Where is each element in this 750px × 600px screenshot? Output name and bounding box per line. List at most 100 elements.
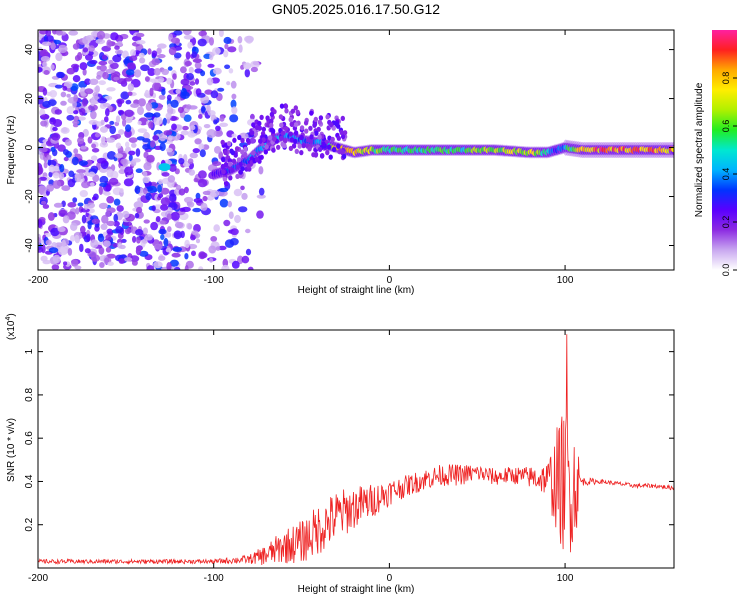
spectrogram-cell [289, 121, 295, 127]
spectrogram-cell [165, 112, 172, 120]
spectrogram-cell [171, 123, 177, 131]
snr-y-scale-suffix: ) [6, 313, 17, 316]
spectrogram-cell [185, 51, 191, 60]
spectrogram-cell [187, 201, 195, 208]
spectrogram-cell [188, 66, 194, 74]
spectrogram-cell [340, 115, 345, 121]
spectrogram-cell [162, 117, 167, 126]
spectrogram-cell [182, 125, 189, 131]
spectrogram-cell [218, 187, 229, 193]
spectrogram-cell [79, 62, 88, 71]
spectrogram-cell [189, 81, 196, 86]
spectrogram-cell [52, 126, 58, 132]
spectrogram-cell [115, 115, 121, 123]
spectrogram-cell [77, 202, 84, 207]
spectrogram-cell [74, 55, 81, 62]
spectrogram-cell [301, 143, 306, 149]
spectrogram-cell [336, 123, 341, 129]
spectrogram-cell [151, 205, 156, 212]
spectrogram-cell [101, 214, 109, 224]
spectrogram-cell [228, 175, 233, 181]
snr-y-scale-label: (x104) [5, 313, 17, 340]
spectrogram-cell [221, 156, 226, 163]
spectrogram-cell [213, 119, 218, 125]
spectrogram-cell [195, 88, 202, 96]
spectrogram-cell [210, 189, 220, 198]
spectrogram-cell [89, 182, 95, 187]
spectrogram-cell [161, 172, 170, 177]
snr-y-label: SNR (10 * v/v) [6, 418, 17, 482]
spectrogram-cell [96, 65, 101, 70]
spectrogram-cell [136, 32, 145, 38]
spectrogram-cell [80, 145, 87, 150]
spectrogram-cell [79, 190, 89, 198]
spectrogram-cell [159, 220, 167, 225]
spectrogram-cell [142, 176, 151, 184]
spectrogram-cell [135, 245, 143, 251]
spectrogram-cell [231, 133, 237, 139]
spectrogram-cell [47, 137, 52, 146]
spectrogram-cell [142, 187, 148, 195]
spectrogram-cell [167, 66, 173, 71]
spectrogram-cell [134, 69, 142, 78]
spectrogram-cell [74, 173, 82, 183]
svg-text:(x104): (x104) [5, 313, 17, 340]
spectrogram-cell [229, 114, 239, 123]
spectrogram-cell [77, 137, 85, 145]
spectrogram-cell [98, 60, 108, 66]
spectrogram-cell [244, 35, 254, 43]
spectrogram-cell [68, 30, 79, 36]
colorbar-ticks: 0.0 0.2 0.4 0.6 0.8 [721, 72, 737, 276]
spectrogram-cell [206, 77, 214, 86]
spectrogram-cell [238, 44, 243, 53]
spectrogram-cell [223, 50, 229, 58]
spectrogram-cell [325, 114, 330, 120]
spectrogram-cell [94, 132, 101, 138]
snr-x-tick-label: -200 [28, 573, 48, 584]
spectrogram-cell [206, 104, 211, 114]
spectrogram-cell [70, 222, 78, 231]
spectrogram-cell [276, 144, 281, 150]
spectrogram-cell [117, 40, 123, 47]
spectrogram-cell [158, 94, 166, 100]
spectrogram-cell [267, 135, 273, 141]
spectrogram-cell [80, 208, 90, 213]
spectrogram-cell [72, 100, 77, 109]
spectrogram-cell [128, 150, 136, 156]
snr-x-tick-label: -100 [204, 573, 224, 584]
spectrogram-cell [106, 151, 117, 160]
spectrogram-cell [136, 136, 145, 141]
spectrogram-cell [151, 50, 158, 58]
spectrogram-cell [110, 32, 119, 41]
spectrogram-cell [117, 99, 123, 108]
spectrogram-cell [42, 87, 48, 96]
snr-frame [37, 329, 675, 569]
spectrogram-cell [269, 118, 274, 124]
spectrogram-cell [207, 63, 215, 68]
spectrogram-cell [295, 109, 300, 115]
spectrogram-cell [230, 228, 239, 236]
spectrogram-cell [87, 136, 93, 144]
spectrogram-cell [173, 30, 183, 36]
spectrogram-cell [62, 85, 68, 91]
spectrogram-cell [167, 135, 173, 142]
spectrogram-cell [264, 144, 269, 150]
spectrogram-cell [50, 146, 56, 152]
spectrogram-cell [284, 108, 289, 114]
spectrogram-cell [160, 197, 171, 206]
spectrogram-cell [166, 77, 173, 85]
spectrogram-cell [136, 206, 143, 214]
spectrogram-cell [280, 130, 286, 136]
spectrogram-cell [144, 76, 150, 82]
spectrogram-cell [43, 70, 50, 75]
spectrogram-cell [317, 134, 322, 140]
spectrogram-cell [282, 143, 287, 149]
colorbar-tick-label: 0.2 [721, 216, 731, 229]
spectrogram-cell [166, 94, 172, 101]
spectrogram-cell [143, 112, 154, 118]
spectrogram-cell [234, 214, 241, 224]
spectrogram-cell [184, 60, 192, 67]
spectrogram-cell [59, 164, 65, 173]
spectrogram-cell [269, 122, 274, 128]
spectrogram-cell [193, 198, 203, 203]
